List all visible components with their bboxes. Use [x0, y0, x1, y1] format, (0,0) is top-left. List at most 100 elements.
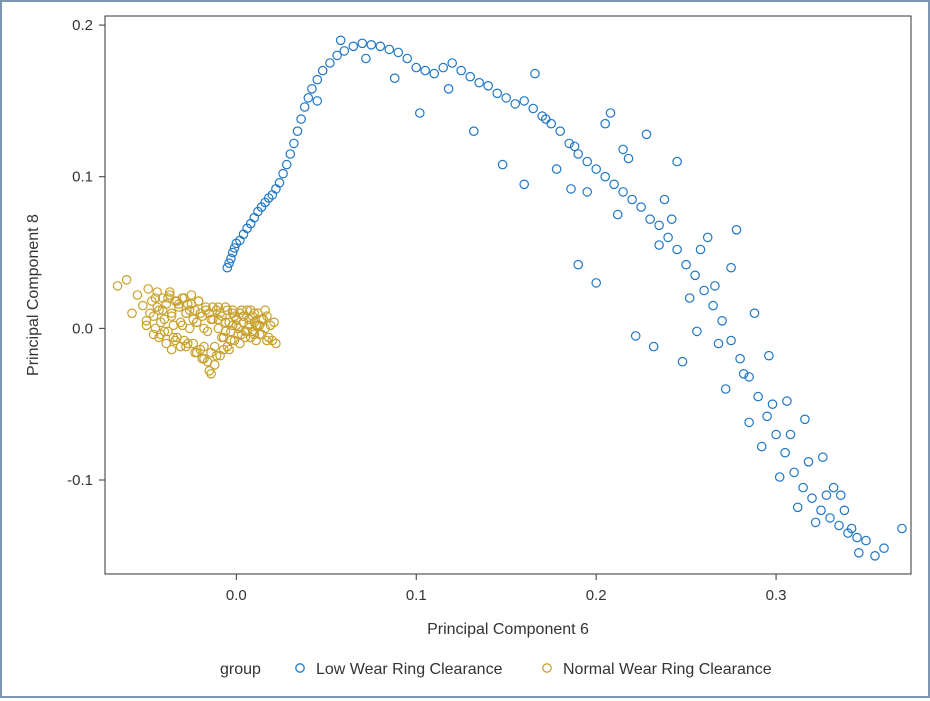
data-point	[112, 281, 123, 291]
x-tick-label: 0.1	[406, 587, 427, 604]
data-point	[630, 331, 641, 341]
data-point	[692, 326, 702, 337]
data-point	[206, 368, 216, 379]
data-point	[744, 372, 754, 382]
data-point	[414, 108, 425, 118]
data-point	[226, 335, 236, 346]
data-point	[224, 344, 234, 355]
data-point	[726, 335, 736, 346]
data-point	[244, 314, 254, 325]
data-point	[145, 308, 155, 318]
data-point	[181, 308, 191, 318]
data-point	[666, 214, 677, 224]
data-point	[299, 102, 310, 112]
data-point	[312, 96, 323, 106]
data-point	[852, 532, 862, 543]
data-point	[530, 68, 540, 79]
data-point	[825, 513, 835, 523]
data-point	[600, 171, 610, 182]
data-point	[132, 290, 143, 300]
data-point	[623, 153, 634, 164]
data-point	[618, 187, 628, 197]
data-point	[393, 47, 404, 58]
data-point	[519, 179, 529, 190]
series-normal-wear	[112, 274, 281, 379]
data-point	[764, 350, 774, 361]
data-point	[218, 344, 229, 355]
data-point	[375, 41, 386, 52]
data-point	[573, 149, 583, 159]
data-point	[208, 302, 218, 312]
y-tick-label: 0.0	[72, 320, 93, 337]
data-point	[771, 429, 781, 440]
data-point	[681, 259, 691, 270]
data-point	[731, 225, 742, 235]
data-point	[780, 447, 790, 458]
data-point	[492, 88, 502, 99]
x-tick-label: 0.3	[766, 587, 787, 604]
data-point	[190, 347, 200, 358]
data-point	[447, 58, 457, 68]
data-point	[767, 399, 778, 409]
data-point	[154, 332, 164, 343]
data-point	[609, 179, 619, 190]
data-point	[474, 77, 484, 88]
data-point	[708, 300, 718, 311]
data-point	[156, 317, 166, 328]
data-point	[226, 253, 236, 264]
data-point	[325, 58, 335, 68]
data-point	[411, 62, 421, 73]
data-point	[429, 68, 439, 79]
data-point	[235, 338, 245, 349]
data-point	[229, 311, 240, 321]
data-point	[749, 308, 760, 318]
data-point	[166, 308, 177, 318]
data-point	[361, 53, 371, 64]
y-axis-label: Principal Component 8	[25, 214, 42, 376]
data-point	[152, 287, 162, 297]
data-point	[222, 305, 233, 315]
data-point	[238, 311, 249, 321]
data-point	[465, 71, 475, 82]
data-point	[438, 62, 448, 73]
data-point	[163, 293, 173, 303]
data-point	[573, 259, 583, 270]
data-point	[357, 38, 368, 49]
data-point	[165, 287, 175, 297]
data-point	[260, 305, 270, 315]
data-point	[236, 305, 247, 315]
data-point	[206, 314, 216, 325]
data-point	[332, 50, 342, 61]
data-point	[174, 302, 184, 312]
data-point	[582, 187, 592, 197]
data-point	[159, 326, 170, 337]
data-point	[138, 300, 148, 311]
data-point	[213, 302, 224, 312]
data-point	[389, 73, 400, 83]
data-point	[695, 244, 706, 255]
data-point	[339, 46, 350, 56]
data-point	[150, 323, 161, 334]
data-point	[792, 502, 803, 513]
data-point	[443, 84, 454, 94]
data-point	[143, 284, 153, 294]
data-point	[612, 209, 623, 220]
legend: group Low Wear Ring Clearance Normal Wea…	[220, 661, 772, 678]
data-point	[193, 296, 204, 306]
data-point	[199, 341, 209, 352]
legend-entry-normal-wear: Normal Wear Ring Clearance	[563, 661, 772, 678]
data-point	[710, 281, 720, 291]
data-point	[152, 302, 162, 312]
data-point	[627, 194, 637, 205]
data-point	[254, 329, 265, 340]
data-point	[672, 156, 682, 167]
data-point	[555, 126, 565, 136]
data-point	[227, 247, 238, 258]
data-point	[564, 138, 574, 149]
x-tick-label: 0.0	[226, 587, 247, 604]
data-point	[782, 396, 792, 406]
data-point	[296, 114, 306, 124]
data-point	[163, 326, 173, 337]
data-point	[501, 93, 511, 103]
